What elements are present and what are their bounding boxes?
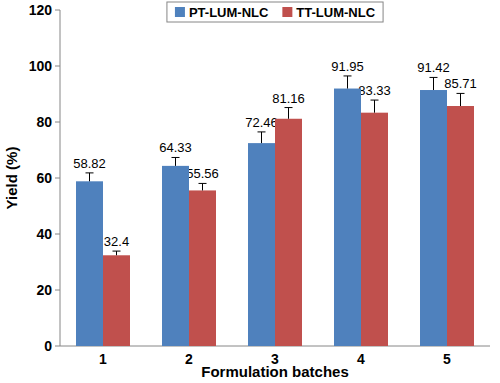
- y-tick-label: 40: [36, 226, 52, 242]
- y-tick: [55, 10, 60, 11]
- bar: [248, 143, 275, 346]
- legend-swatch: [282, 7, 292, 17]
- bar: [76, 181, 103, 346]
- legend-box: [167, 2, 383, 22]
- bar: [189, 190, 216, 346]
- error-bar: [113, 251, 121, 255]
- y-tick-label: 20: [36, 282, 52, 298]
- y-tick-label: 0: [44, 338, 52, 354]
- bar: [420, 90, 447, 346]
- data-label: 72.46: [245, 115, 278, 130]
- data-label: 91.95: [331, 59, 364, 74]
- error-bar: [457, 93, 465, 106]
- x-axis-title: Formulation batches: [201, 363, 349, 380]
- y-tick-label: 120: [29, 2, 53, 18]
- data-label: 85.71: [444, 76, 477, 91]
- bar: [162, 166, 189, 346]
- data-label: 91.42: [417, 60, 450, 75]
- legend: PT-LUM-NLC TT-LUM-NLC: [167, 2, 383, 22]
- bar: [447, 106, 474, 346]
- y-tick: [55, 290, 60, 291]
- x-tick-label: 4: [357, 351, 365, 367]
- page: {"chart_data": {"type": "bar", "x_label"…: [0, 0, 500, 383]
- x-tick-label: 5: [443, 351, 451, 367]
- error-bar: [199, 183, 207, 190]
- error-bar: [172, 157, 180, 165]
- data-label: 81.16: [272, 91, 305, 106]
- error-bar: [430, 77, 438, 90]
- data-label: 32.4: [104, 234, 129, 249]
- y-axis-title: Yield (%): [3, 147, 20, 210]
- bar: [361, 113, 388, 346]
- error-bar: [371, 100, 379, 113]
- data-label: 64.33: [159, 140, 192, 155]
- y-tick: [55, 178, 60, 179]
- y-tick-label: 60: [36, 170, 52, 186]
- error-bar: [344, 76, 352, 89]
- bar: [334, 89, 361, 346]
- legend-label: PT-LUM-NLC: [189, 5, 269, 20]
- y-tick: [55, 346, 60, 347]
- data-label: 83.33: [358, 83, 391, 98]
- error-bar: [285, 108, 293, 119]
- chart: 0204060801001201234558.8264.3372.4691.95…: [0, 0, 500, 383]
- legend-label: TT-LUM-NLC: [296, 5, 375, 20]
- y-tick: [55, 122, 60, 123]
- bar: [103, 255, 130, 346]
- bar: [275, 119, 302, 346]
- x-tick-label: 1: [99, 351, 107, 367]
- data-label: 55.56: [186, 166, 219, 181]
- y-tick: [55, 66, 60, 67]
- data-label: 58.82: [73, 156, 106, 171]
- y-tick-label: 80: [36, 114, 52, 130]
- x-tick-label: 2: [185, 351, 193, 367]
- y-tick-label: 100: [29, 58, 53, 74]
- error-bar: [258, 132, 266, 143]
- y-tick: [55, 234, 60, 235]
- legend-swatch: [175, 7, 185, 17]
- error-bar: [86, 173, 94, 181]
